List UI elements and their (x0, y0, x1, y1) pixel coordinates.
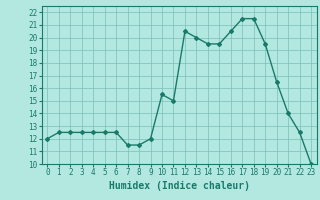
X-axis label: Humidex (Indice chaleur): Humidex (Indice chaleur) (109, 181, 250, 191)
